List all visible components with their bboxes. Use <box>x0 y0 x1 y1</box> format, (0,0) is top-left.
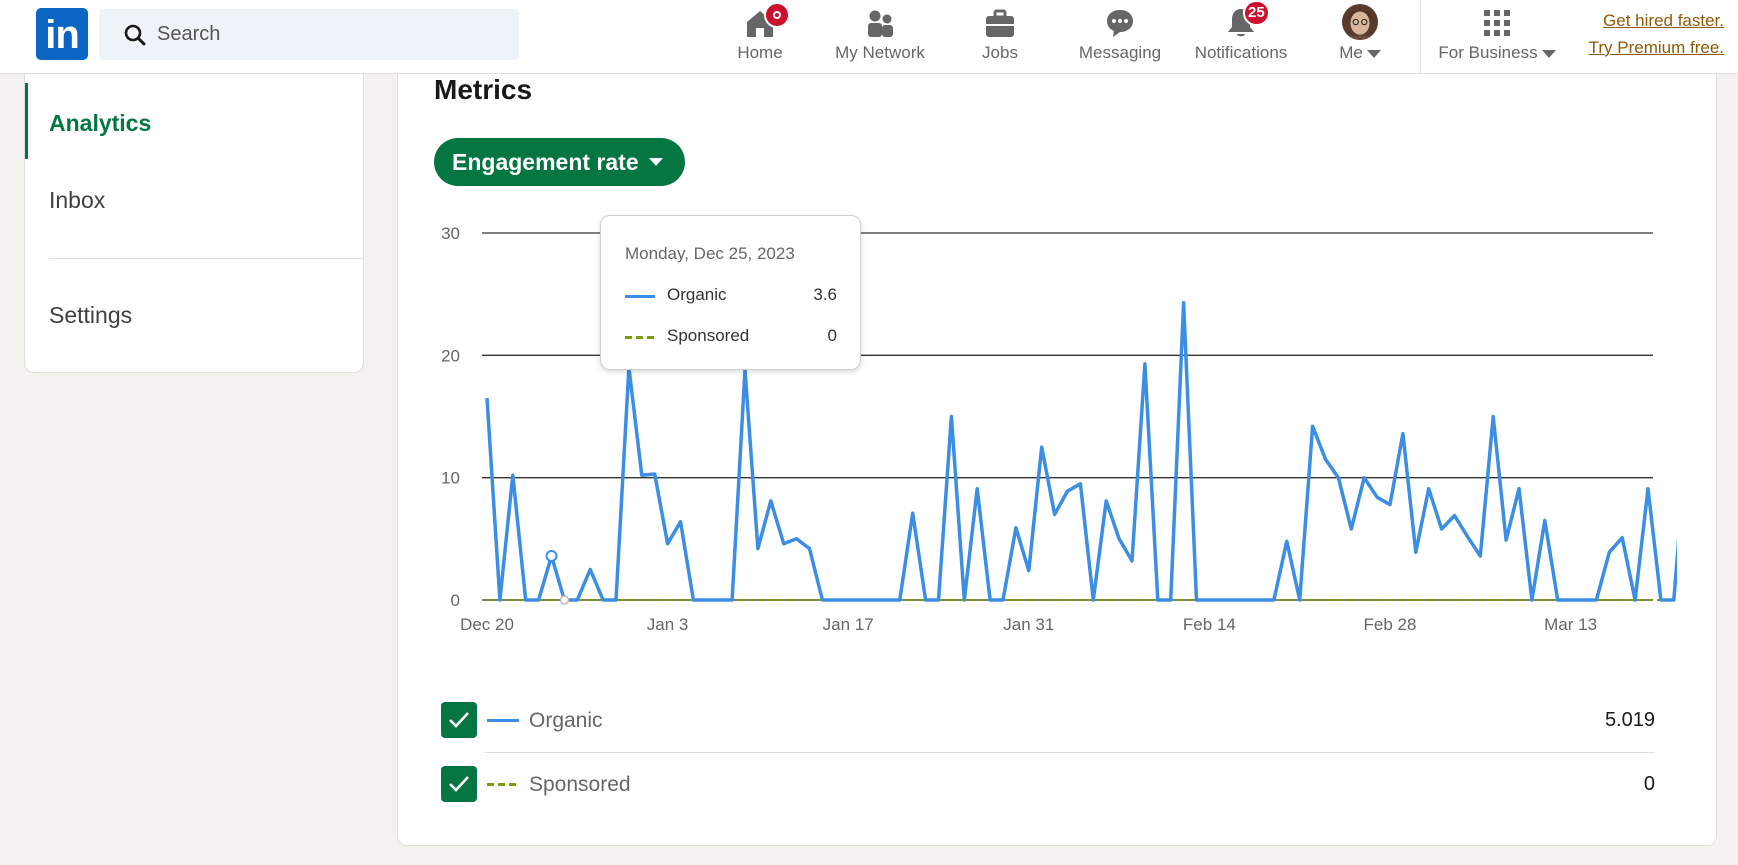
nav-jobs-label: Jobs <box>982 43 1018 62</box>
chevron-down-icon <box>1541 49 1556 58</box>
organic-checkbox[interactable] <box>441 702 477 738</box>
nav-messaging[interactable]: Messaging <box>1070 0 1170 74</box>
tooltip-row-sponsored: Sponsored 0 <box>625 326 837 348</box>
tooltip-series-value: 0 <box>827 326 837 345</box>
nav-home-label: Home <box>737 43 783 62</box>
x-tick-label: Jan 3 <box>647 615 689 634</box>
checkmark-icon <box>449 776 469 792</box>
people-icon <box>868 10 893 37</box>
series-line-organic[interactable] <box>485 300 1677 602</box>
avatar <box>1342 4 1378 40</box>
metric-selector-button[interactable]: Engagement rate <box>434 138 685 186</box>
search-icon <box>124 24 146 46</box>
nav-for-business-label: For Business <box>1432 43 1562 63</box>
legend-divider <box>485 752 1655 753</box>
tooltip-series-value: 3.6 <box>813 285 837 304</box>
nav-home[interactable]: Home <box>718 0 802 74</box>
nav-my-network[interactable]: My Network <box>825 0 935 74</box>
hover-point-sponsored <box>559 595 570 605</box>
y-tick-label: 30 <box>441 224 460 243</box>
nav-divider <box>1420 0 1421 74</box>
top-nav: in Home My Network Jobs <box>0 0 1738 74</box>
tooltip-series-name: Organic <box>667 285 727 304</box>
nav-notifications-label: Notifications <box>1194 43 1288 62</box>
x-tick-label: Mar 13 <box>1544 615 1597 634</box>
nav-me-label: Me <box>1322 43 1398 63</box>
y-tick-label: 20 <box>441 346 460 365</box>
hover-point <box>545 549 558 562</box>
nav-for-business[interactable]: For Business <box>1432 0 1562 74</box>
x-tick-label: Feb 28 <box>1364 615 1417 634</box>
y-tick-label: 10 <box>441 469 460 488</box>
x-tick-label: Jan 31 <box>1003 615 1054 634</box>
grid-icon <box>1484 10 1510 36</box>
active-indicator <box>25 83 28 159</box>
page-title: Metrics <box>434 74 533 105</box>
sidebar-item-inbox[interactable]: Inbox <box>49 187 106 213</box>
premium-promo-link-2[interactable]: Try Premium free. <box>1588 38 1724 57</box>
sponsored-legend-line <box>487 783 519 786</box>
organic-swatch <box>625 295 655 298</box>
sidebar-item-analytics[interactable]: Analytics <box>49 110 152 136</box>
legend-row-organic: Organic 5.019 <box>441 702 1655 740</box>
legend-row-sponsored: Sponsored 0 <box>441 766 1655 804</box>
tooltip-row-organic: Organic 3.6 <box>625 285 837 307</box>
engagement-chart[interactable]: 0 10 20 30 Dec 20 Jan 3 Jan 17 Jan 31 Feb 14 Feb… <box>397 200 1677 650</box>
tooltip-series-name: Sponsored <box>667 326 750 345</box>
nav-my-network-label: My Network <box>835 43 925 62</box>
x-tick-label: Jan 17 <box>823 615 874 634</box>
legend-total-organic: 5.019 <box>1604 709 1655 731</box>
left-sidebar: Analytics Inbox Settings <box>24 60 364 373</box>
notifications-badge: 25 <box>1243 0 1270 26</box>
x-tick-label: Feb 14 <box>1183 615 1236 634</box>
search-box[interactable] <box>99 9 519 60</box>
sponsored-checkbox[interactable] <box>441 766 477 802</box>
legend-label-sponsored: Sponsored <box>529 773 631 796</box>
search-input[interactable] <box>157 19 497 49</box>
sidebar-item-settings[interactable]: Settings <box>49 302 133 328</box>
metric-selector-label: Engagement rate <box>452 149 639 175</box>
legend-label-organic: Organic <box>529 709 603 732</box>
x-tick-label: Dec 20 <box>460 615 514 634</box>
chart-tooltip: Monday, Dec 25, 2023 Organic 3.6 Sponsor… <box>600 215 861 370</box>
legend-total-sponsored: 0 <box>1643 773 1655 795</box>
checkmark-icon <box>449 712 469 728</box>
premium-promo-link-1[interactable]: Get hired faster. <box>1603 11 1724 30</box>
tooltip-date: Monday, Dec 25, 2023 <box>625 244 795 263</box>
home-notification-dot <box>764 2 790 28</box>
sidebar-divider <box>49 258 363 259</box>
nav-notifications[interactable]: 25 Notifications <box>1186 0 1296 74</box>
organic-legend-line <box>487 719 519 722</box>
briefcase-icon <box>986 9 1014 37</box>
linkedin-logo[interactable]: in <box>36 8 88 60</box>
sponsored-swatch <box>625 336 655 339</box>
chevron-down-icon <box>1366 49 1381 58</box>
chevron-down-icon <box>648 158 663 166</box>
nav-messaging-label: Messaging <box>1078 43 1162 62</box>
nav-me[interactable]: Me <box>1322 0 1398 74</box>
chat-icon <box>1107 10 1133 37</box>
y-tick-label: 0 <box>451 591 460 610</box>
nav-jobs[interactable]: Jobs <box>960 0 1040 74</box>
